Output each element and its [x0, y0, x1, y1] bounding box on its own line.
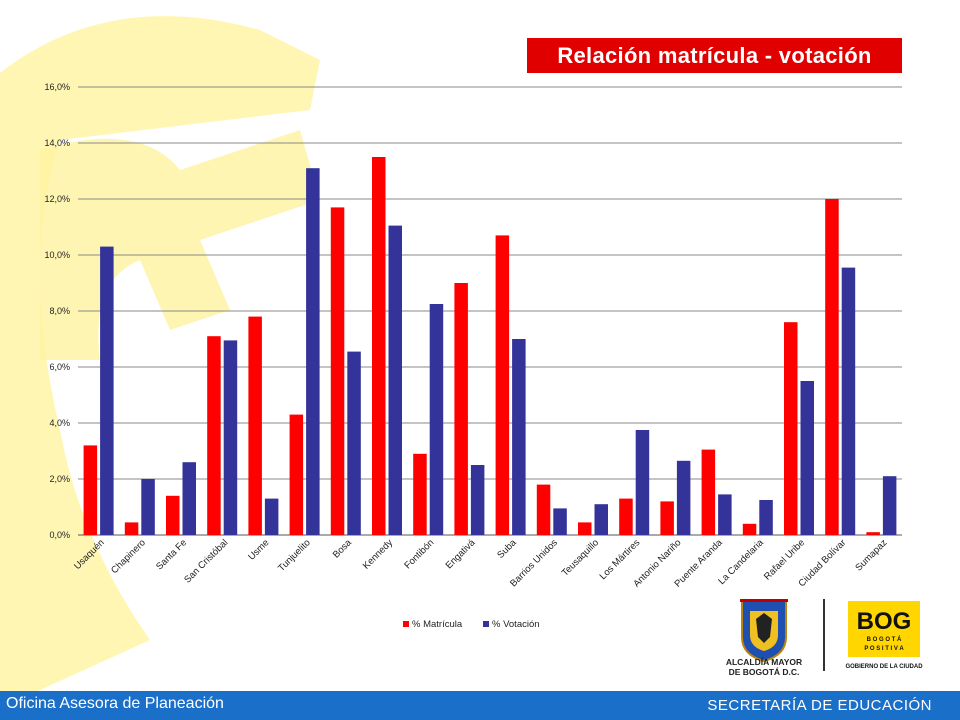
- x-tick-label: San Cristóbal: [182, 537, 230, 585]
- bar-votacion: [841, 267, 856, 535]
- bar-votacion: [429, 304, 444, 535]
- bar-votacion: [223, 340, 238, 535]
- x-tick-label: Teusaquillo: [560, 537, 601, 578]
- x-tick-label: Santa Fe: [154, 537, 189, 572]
- bar-votacion: [635, 430, 650, 535]
- footer-bar: Oficina Asesora de Planeación SECRETARÍA…: [0, 691, 960, 720]
- legend-swatch: [483, 621, 489, 627]
- bar-matricula: [866, 532, 880, 535]
- bog-logo-sub3: GOBIERNO DE LA CIUDAD: [845, 664, 923, 670]
- bar-votacion: [800, 381, 814, 535]
- bog-logo-sub1: B O G O T Á: [867, 636, 902, 643]
- alcaldia-line1: ALCALDÍA MAYOR: [726, 657, 802, 667]
- bar-votacion: [594, 504, 608, 535]
- x-tick-label: Los Mártires: [598, 537, 643, 582]
- bar-matricula: [578, 522, 592, 535]
- bar-votacion: [388, 225, 402, 535]
- bar-matricula: [495, 235, 510, 535]
- bar-votacion: [718, 494, 732, 535]
- x-tick-label: Suba: [495, 537, 519, 561]
- x-tick-label: Bosa: [331, 537, 355, 561]
- bar-matricula: [784, 322, 798, 535]
- x-tick-label: Chapinero: [109, 537, 148, 576]
- bar-matricula: [289, 414, 304, 535]
- bar-matricula: [413, 453, 427, 535]
- y-tick-label: 10,0%: [44, 250, 70, 260]
- x-tick-label: Engativá: [444, 537, 478, 571]
- bar-matricula: [248, 316, 262, 535]
- bar-votacion: [141, 479, 155, 535]
- y-tick-label: 8,0%: [49, 306, 70, 316]
- y-tick-label: 16,0%: [44, 82, 70, 92]
- bar-matricula: [330, 207, 345, 535]
- bar-matricula: [372, 157, 386, 535]
- bar-matricula: [701, 449, 716, 535]
- bar-matricula: [124, 522, 139, 535]
- x-tick-label: Rafael Uribe: [762, 537, 807, 582]
- y-tick-label: 14,0%: [44, 138, 70, 148]
- bar-votacion: [264, 498, 279, 535]
- bar-votacion: [512, 339, 526, 535]
- bar-votacion: [306, 168, 320, 535]
- bar-matricula: [207, 336, 221, 535]
- y-tick-label: 4,0%: [49, 418, 70, 428]
- legend-swatch: [403, 621, 409, 627]
- x-tick-label: Usme: [246, 537, 271, 562]
- bog-logo-word: BOG: [857, 608, 912, 635]
- footer-office-label: Oficina Asesora de Planeación: [6, 695, 224, 712]
- x-tick-label: Sumapaz: [853, 537, 889, 573]
- x-tick-label: Kennedy: [361, 537, 395, 571]
- bar-votacion: [882, 476, 897, 535]
- bar-matricula: [619, 498, 633, 535]
- bog-logo-sub2: P O S I T I V A: [864, 646, 904, 652]
- y-tick-label: 6,0%: [49, 362, 70, 372]
- chart-title-banner: Relación matrícula - votación: [527, 38, 902, 73]
- logo-divider: [823, 599, 825, 671]
- y-tick-label: 12,0%: [44, 194, 70, 204]
- bar-matricula: [83, 445, 98, 535]
- bar-votacion: [100, 246, 114, 535]
- y-tick-label: 0,0%: [49, 530, 70, 540]
- bar-matricula: [825, 199, 839, 535]
- x-tick-label: Fontibón: [402, 537, 436, 571]
- bar-votacion: [182, 462, 196, 535]
- footer-secretaria-label: SECRETARÍA DE EDUCACIÓN: [707, 697, 932, 714]
- legend-label: % Votación: [492, 619, 540, 630]
- bar-matricula: [660, 501, 674, 535]
- bar-matricula: [536, 484, 551, 535]
- alcaldia-shield-icon: [740, 599, 788, 663]
- x-tick-label: Usaquén: [72, 537, 107, 572]
- y-tick-label: 2,0%: [49, 474, 70, 484]
- bar-votacion: [553, 508, 567, 535]
- bar-votacion: [759, 500, 773, 535]
- logos-area: ALCALDÍA MAYOR DE BOGOTÁ D.C. BOG B O G …: [726, 599, 923, 677]
- alcaldia-line2: DE BOGOTÁ D.C.: [729, 667, 800, 677]
- bar-votacion: [676, 460, 691, 535]
- bar-matricula: [454, 283, 468, 535]
- legend-label: % Matrícula: [412, 619, 463, 630]
- x-tick-label: Tunjuelito: [276, 537, 313, 574]
- bog-logo-box: [848, 601, 920, 657]
- bar-matricula: [166, 495, 180, 535]
- bar-votacion: [470, 465, 485, 535]
- bar-matricula: [742, 523, 757, 535]
- bar-votacion: [347, 351, 361, 535]
